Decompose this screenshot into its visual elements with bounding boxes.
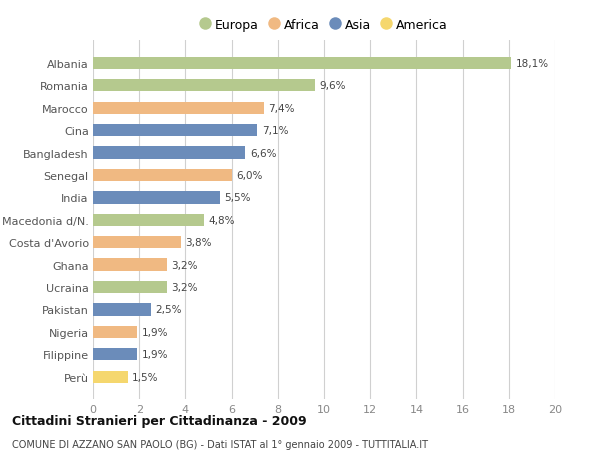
Text: 2,5%: 2,5% <box>155 305 182 315</box>
Bar <box>93 259 167 271</box>
Bar <box>93 125 257 137</box>
Text: 4,8%: 4,8% <box>209 215 235 225</box>
Text: 1,9%: 1,9% <box>142 350 168 359</box>
Bar <box>93 326 137 338</box>
Text: 5,5%: 5,5% <box>224 193 251 203</box>
Text: 7,4%: 7,4% <box>269 103 295 113</box>
Text: 1,5%: 1,5% <box>132 372 159 382</box>
Text: 3,2%: 3,2% <box>172 260 198 270</box>
Bar <box>93 281 167 294</box>
Bar <box>93 371 128 383</box>
Text: 6,0%: 6,0% <box>236 171 263 180</box>
Bar <box>93 304 151 316</box>
Text: 6,6%: 6,6% <box>250 148 277 158</box>
Bar <box>93 348 137 361</box>
Bar <box>93 169 232 182</box>
Bar <box>93 192 220 204</box>
Bar <box>93 80 315 92</box>
Text: 3,2%: 3,2% <box>172 282 198 292</box>
Text: 1,9%: 1,9% <box>142 327 168 337</box>
Text: 18,1%: 18,1% <box>516 59 549 69</box>
Bar <box>93 57 511 70</box>
Text: 7,1%: 7,1% <box>262 126 288 136</box>
Bar <box>93 147 245 159</box>
Legend: Europa, Africa, Asia, America: Europa, Africa, Asia, America <box>200 18 448 32</box>
Text: 9,6%: 9,6% <box>319 81 346 91</box>
Text: Cittadini Stranieri per Cittadinanza - 2009: Cittadini Stranieri per Cittadinanza - 2… <box>12 414 307 428</box>
Bar <box>93 236 181 249</box>
Text: COMUNE DI AZZANO SAN PAOLO (BG) - Dati ISTAT al 1° gennaio 2009 - TUTTITALIA.IT: COMUNE DI AZZANO SAN PAOLO (BG) - Dati I… <box>12 440 428 449</box>
Bar <box>93 214 204 226</box>
Bar <box>93 102 264 115</box>
Text: 3,8%: 3,8% <box>185 238 212 248</box>
